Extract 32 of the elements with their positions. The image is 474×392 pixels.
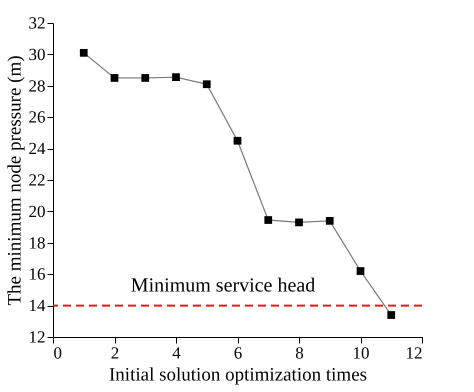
- y-tick-label: 28: [28, 76, 46, 96]
- x-tick-label: 10: [352, 344, 370, 362]
- y-tick-label: 16: [28, 264, 46, 284]
- ref-line-label: Minimum service head: [130, 274, 316, 297]
- x-tick-label: 0: [54, 344, 62, 362]
- y-tick-label: 14: [28, 296, 46, 316]
- x-tick-label: 6: [234, 344, 242, 362]
- y-axis-title: The minimum node pressure (m): [4, 55, 26, 306]
- y-tick-label: 32: [28, 14, 46, 32]
- y-tick-label: 22: [28, 170, 46, 190]
- point: [326, 216, 334, 225]
- point: [172, 73, 180, 82]
- x-axis-title: Initial solution optimization times: [108, 364, 368, 386]
- point: [234, 136, 242, 145]
- point: [356, 267, 364, 275]
- y-tick-label: 30: [28, 44, 46, 64]
- point: [141, 74, 150, 82]
- y-tick-label: 20: [28, 202, 46, 221]
- y-tick-label: 18: [28, 233, 46, 252]
- point: [110, 74, 118, 82]
- y-tick-label: 26: [28, 108, 46, 127]
- point: [387, 311, 396, 319]
- point: [80, 48, 88, 57]
- point: [202, 80, 211, 88]
- point: [295, 218, 303, 226]
- x-tick-label: 12: [406, 344, 422, 362]
- point: [264, 216, 272, 224]
- x-tick-label: 8: [295, 344, 304, 362]
- x-tick-label: 2: [110, 344, 120, 362]
- x-tick-label: 4: [172, 344, 182, 362]
- y-tick-label: 24: [28, 139, 46, 158]
- y-tick-label: 12: [28, 328, 46, 346]
